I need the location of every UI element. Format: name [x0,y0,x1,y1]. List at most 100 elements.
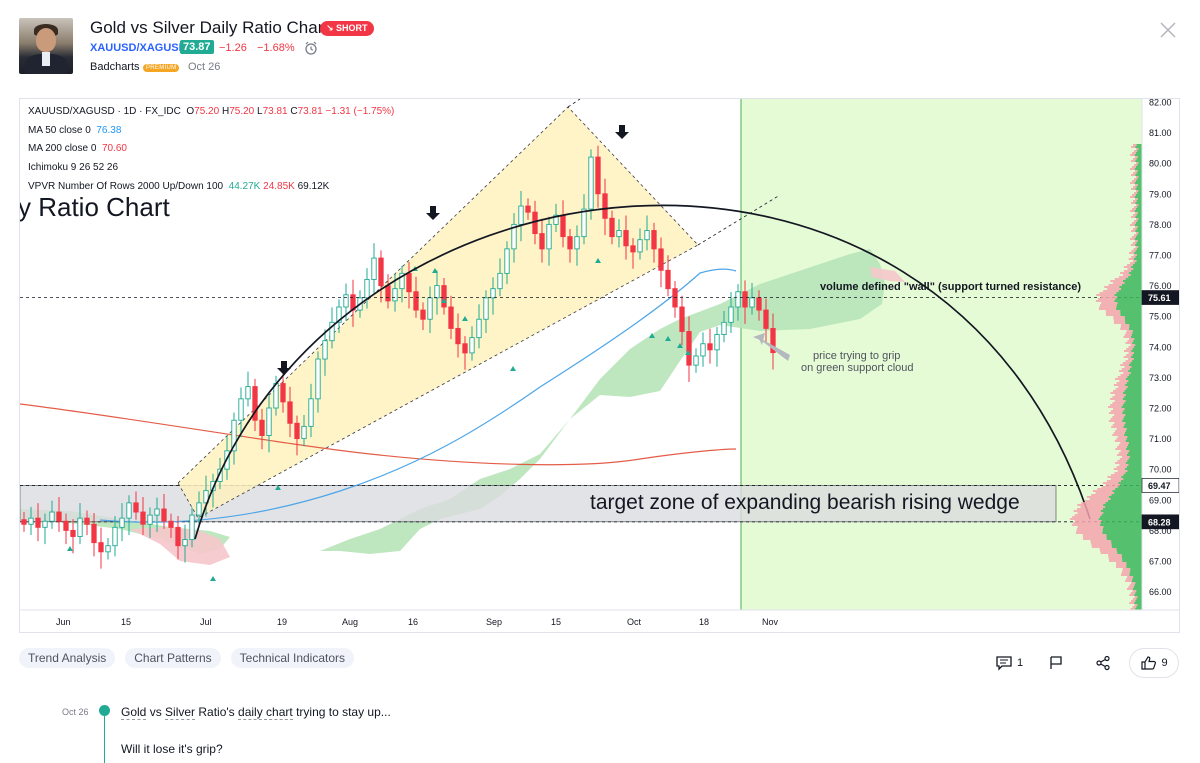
vpvr-bar-up [1133,576,1142,578]
vpvr-bar-down [1110,418,1124,420]
daily-chart-link[interactable]: daily chart [238,705,293,720]
vpvr-bar-down [1114,414,1126,416]
vpvr-bar-down [1105,484,1121,486]
vpvr-bar-up [1131,366,1142,368]
alarm-clock-icon[interactable] [303,40,319,56]
candle-up [364,279,370,299]
vpvr-bar-down [1136,148,1139,150]
update-text-part: trying to stay up... [292,705,391,719]
report-button[interactable] [1048,648,1064,678]
tag-technical-indicators[interactable]: Technical Indicators [230,648,355,668]
y-tick-label: 74.00 [1149,342,1172,352]
vpvr-bar-down [1100,304,1117,306]
vpvr-bar-up [1133,346,1142,348]
comments-button[interactable]: 1 [995,648,1023,678]
vpvr-bar-up [1133,264,1142,266]
legend-ma50-row[interactable]: MA 50 close 0 76.38 [28,125,121,136]
vpvr-bar-down [1134,206,1138,208]
vpvr-bar-up [1138,204,1142,206]
legend-ma200-row[interactable]: MA 200 close 0 70.60 [28,143,127,154]
silver-link[interactable]: Silver [165,705,196,720]
vpvr-bar-down [1131,256,1136,258]
vpvr-bar-up [1120,310,1142,312]
vpvr-bar-down [1121,456,1130,458]
vpvr-bar-up [1137,156,1142,158]
vpvr-bar-down [1136,176,1139,178]
candle-down [595,156,601,195]
ma50-line [99,268,737,523]
vpvr-bar-up [1136,214,1142,216]
vpvr-bar-up [1136,152,1142,154]
candle-down [420,309,426,320]
signal-triangle [275,485,281,490]
y-tick-label: 71.00 [1149,434,1172,444]
vpvr-bar-up [1136,606,1142,608]
vpvr-bar-down [1112,434,1125,436]
publish-date: Oct 26 [188,61,221,73]
vpvr-bar-down [1132,194,1136,196]
vpvr-bar-down [1120,324,1130,326]
chart-panel[interactable]: y Ratio Chart target zone of expanding be… [19,98,1180,633]
candle-up [266,407,272,436]
vpvr-bar-down [1119,464,1129,466]
vpvr-bar-up [1128,328,1142,330]
vpvr-bar-down [1114,472,1126,474]
price-chart[interactable]: y Ratio Chart target zone of expanding be… [20,99,1179,632]
legend-vpvr-row[interactable]: VPVR Number Of Rows 2000 Up/Down 100 44.… [28,181,329,192]
vpvr-bar-up [1128,272,1142,274]
candle-down [35,517,41,528]
candle-up [308,398,314,427]
vpvr-bar-up [1136,228,1142,230]
vpvr-bar-up [1118,482,1142,484]
vpvr-bar-up [1128,442,1142,444]
author-name[interactable]: Badcharts [90,61,140,73]
candle-down [413,291,419,311]
vpvr-bar-up [1128,444,1142,446]
vpvr-bar-down [1135,232,1139,234]
vpvr-bar-down [1128,586,1134,588]
author-avatar[interactable] [19,18,73,74]
vpvr-bar-down [1089,498,1111,500]
like-button[interactable]: 9 [1129,648,1179,678]
vpvr-bar-up [1125,468,1142,470]
candle-down [161,508,167,522]
gold-link[interactable]: Gold [121,705,147,720]
vpvr-bar-down [1134,604,1138,606]
legend-ichimoku-row[interactable]: Ichimoku 9 26 52 26 [28,162,118,173]
tag-chart-patterns[interactable]: Chart Patterns [125,648,221,668]
vpvr-bar-up [1130,274,1142,276]
candle-up [574,236,580,250]
vpvr-bar-down [1101,486,1118,488]
candle-down [630,245,636,253]
tag-trend-analysis[interactable]: Trend Analysis [19,648,116,668]
vpvr-bar-up [1121,476,1142,478]
vpvr-bar-down [1120,574,1130,576]
candle-down [756,297,762,311]
vpvr-bar-up [1135,592,1142,594]
candle-up [42,520,48,528]
vpvr-bar-down [1076,530,1103,532]
vpvr-bar-up [1137,226,1142,228]
vpvr-bar-up [1124,402,1142,404]
vpvr-bar-down [1105,314,1121,316]
vpvr-bar-down [1133,158,1137,160]
vpvr-bar-down [1131,208,1136,210]
vpvr-bar-up [1135,160,1142,162]
vpvr-bar-up [1135,256,1142,258]
vpvr-bar-up [1132,588,1142,590]
candle-up [616,230,622,238]
vpvr-bar-up [1121,556,1142,558]
vpvr-bar-up [1123,418,1142,420]
symbol-link[interactable]: XAUUSD/XAGUSD [90,42,187,54]
vpvr-bar-down [1105,312,1121,314]
vpvr-bar-down [1113,322,1126,324]
vpvr-bar-up [1137,198,1142,200]
vpvr-bar-up [1136,186,1142,188]
close-icon[interactable] [1158,20,1178,40]
vpvr-bar-up [1102,530,1142,532]
share-button[interactable] [1095,648,1111,678]
vpvr-bar-up [1136,590,1142,592]
vpvr-bar-up [1123,474,1142,476]
thumbs-up-icon [1141,656,1157,670]
legend-change: −1.31 (−1.75%) [325,106,395,117]
